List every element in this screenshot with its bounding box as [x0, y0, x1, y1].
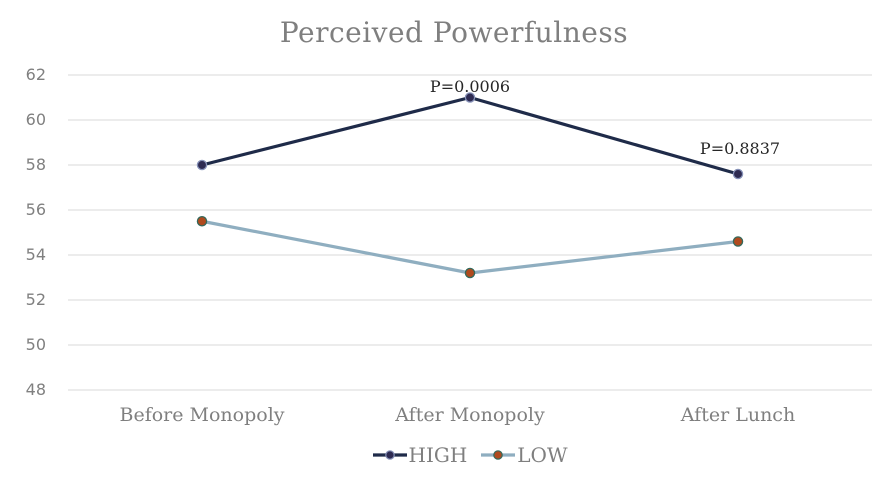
x-category-label: After Monopoly — [395, 404, 545, 426]
y-tick-label: 62 — [25, 65, 46, 84]
y-tick-label: 58 — [25, 155, 46, 174]
legend-marker-high-icon — [372, 450, 407, 460]
legend-item-high: HIGH — [372, 443, 468, 467]
data-point-high — [464, 92, 476, 103]
y-tick-label: 60 — [25, 110, 46, 129]
x-category-label: Before Monopoly — [119, 404, 285, 426]
data-point-high — [732, 168, 744, 180]
legend-label: HIGH — [408, 443, 468, 467]
legend-label: LOW — [517, 443, 568, 467]
data-point-low — [732, 236, 744, 247]
series-line-low — [200, 219, 740, 275]
data-point-low — [464, 267, 476, 279]
x-category-label: After Lunch — [680, 404, 796, 426]
data-point-high — [196, 159, 208, 171]
y-tick-label: 54 — [25, 245, 46, 264]
chart-legend: HIGH LOW — [68, 443, 872, 467]
y-tick-label: 50 — [25, 335, 46, 354]
p-value-annotation: P=0.8837 — [699, 139, 781, 158]
y-tick-label: 52 — [25, 290, 46, 309]
chart-title: Perceived Powerfulness — [279, 16, 629, 49]
legend-item-low: LOW — [481, 443, 568, 467]
legend-marker-low-icon — [481, 450, 516, 460]
y-tick-label: 56 — [25, 200, 46, 219]
data-point-low — [196, 215, 208, 227]
p-value-annotation: P=0.0006 — [429, 76, 511, 96]
series-line-high — [200, 95, 740, 176]
y-tick-label: 48 — [25, 380, 46, 399]
